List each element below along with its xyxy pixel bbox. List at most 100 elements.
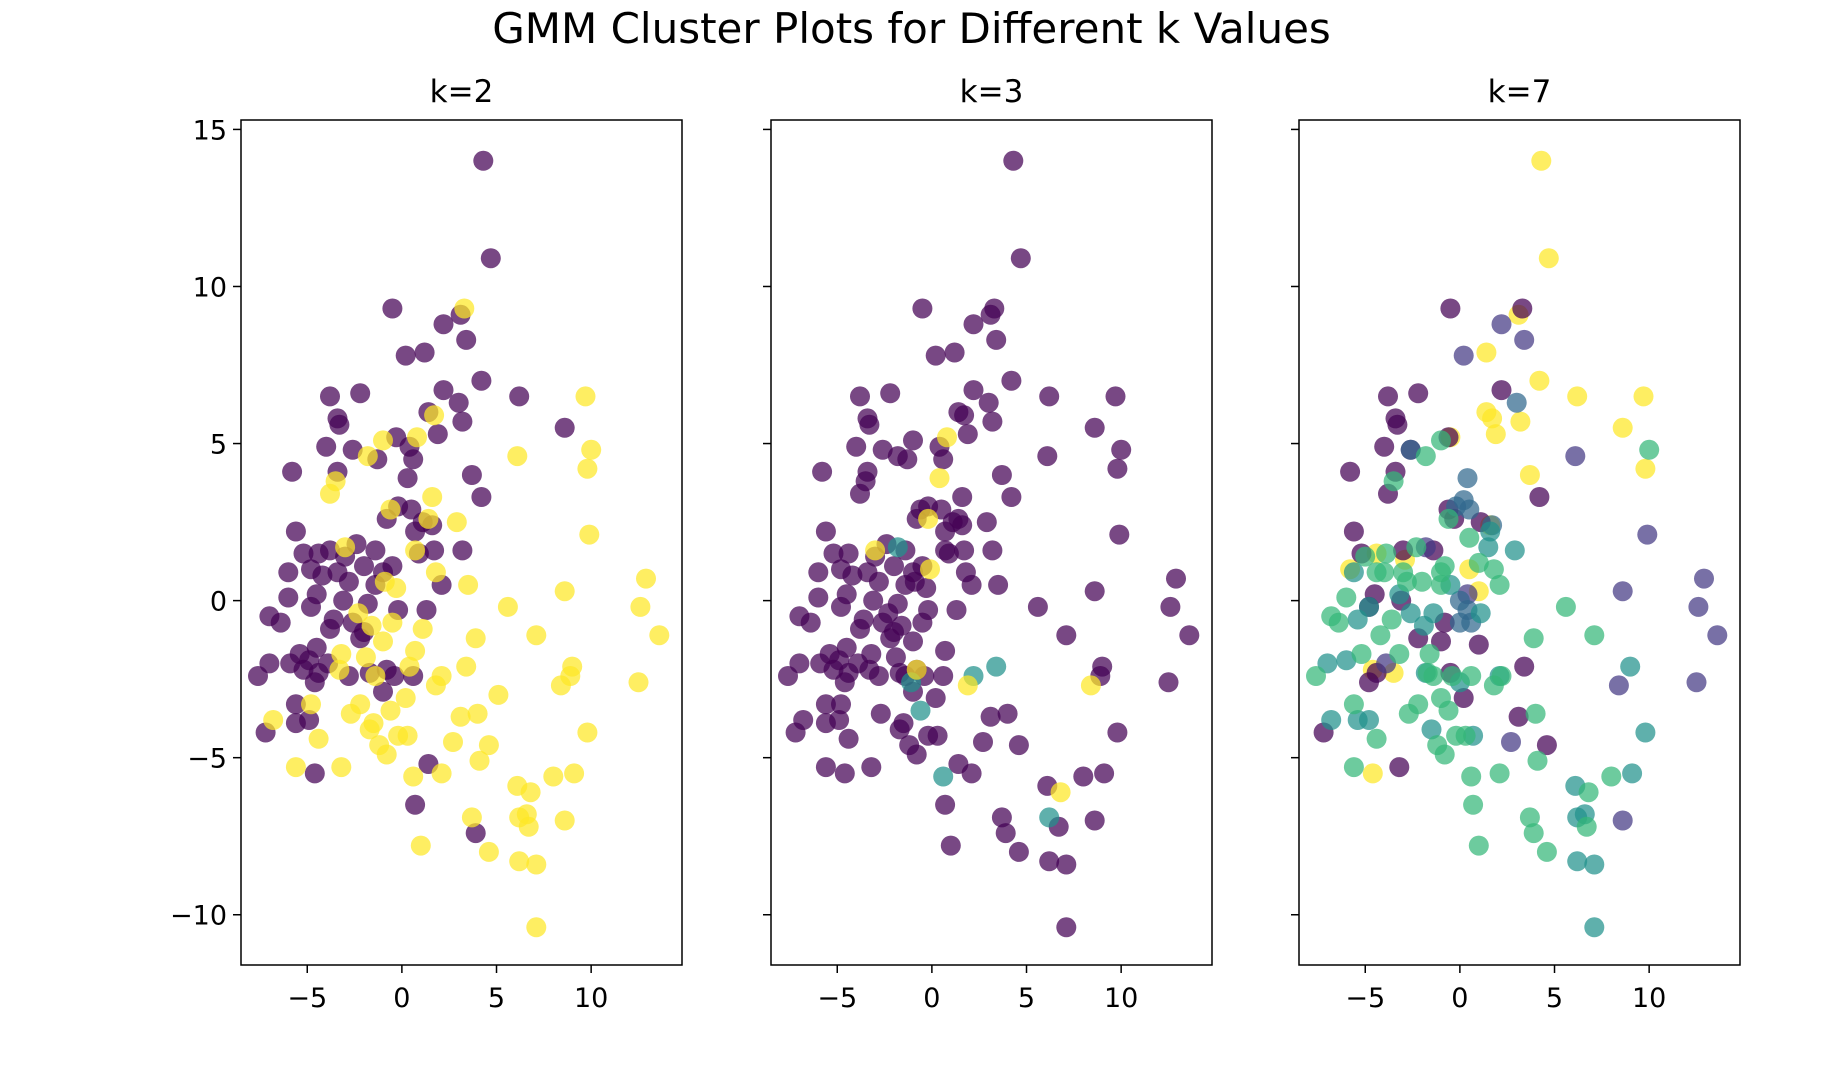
scatter-point [331, 644, 352, 664]
scatter-point [1039, 807, 1060, 828]
scatter-point [1519, 807, 1540, 828]
scatter-point [1359, 672, 1379, 693]
scatter-point [636, 568, 656, 589]
scatter-point [1366, 728, 1387, 749]
scatter-point [1400, 439, 1421, 460]
scatter-point [1408, 383, 1429, 404]
scatter-point [431, 763, 452, 784]
scatter-point [800, 612, 821, 633]
scatter-point [906, 744, 927, 765]
scatter-point [1523, 628, 1544, 649]
scatter-point [526, 917, 547, 938]
scatter-point [424, 405, 445, 426]
scatter-point [815, 521, 836, 542]
scatter-point [285, 757, 306, 778]
scatter-point [1459, 527, 1480, 548]
scatter-point [1506, 392, 1527, 413]
scatter-point [808, 587, 829, 608]
scatter-point [478, 841, 499, 862]
scatter-point [903, 631, 923, 652]
scatter-point [1008, 735, 1029, 756]
scatter-point [320, 540, 340, 561]
scatter-point [855, 471, 876, 492]
scatter-point [891, 615, 912, 636]
points-group [1306, 150, 1728, 938]
scatter-point [386, 578, 407, 598]
scatter-point [870, 703, 891, 724]
scatter-point [955, 562, 976, 583]
axes-frame [770, 119, 1213, 966]
scatter-point [1417, 662, 1438, 683]
scatter-point [414, 342, 435, 363]
scatter-point [1453, 345, 1474, 366]
scatter-point [405, 640, 426, 661]
scatter-point [1378, 386, 1398, 407]
scatter-point [925, 345, 946, 366]
scatter-point [976, 512, 997, 533]
scatter-point [961, 763, 982, 784]
scatter-point [808, 562, 829, 583]
scatter-point [471, 487, 492, 507]
scatter-point [338, 571, 359, 592]
scatter-point [954, 405, 975, 426]
scatter-point [1519, 465, 1540, 485]
scatter-point [986, 656, 1007, 677]
scatter-point [1359, 596, 1379, 617]
scatter-point [1478, 537, 1499, 558]
scatter-point [628, 672, 649, 693]
scatter-point [1512, 298, 1533, 319]
scatter-point [880, 383, 901, 404]
scatter-point [518, 816, 539, 837]
scatter-point [1073, 766, 1094, 787]
scatter-point [450, 706, 471, 727]
x-tick-label: 5 [1546, 983, 1563, 1014]
scatter-point [554, 417, 575, 438]
scatter-point [397, 468, 418, 489]
scatter-point [1531, 150, 1552, 171]
scatter-point [1468, 552, 1489, 573]
scatter-point [903, 430, 923, 451]
scatter-point [1457, 468, 1478, 489]
scatter-point [929, 468, 950, 489]
scatter-point [850, 618, 870, 639]
scatter-point [1107, 722, 1128, 743]
scatter-point [834, 763, 855, 784]
scatter-point [920, 559, 940, 580]
axes-frame [1298, 119, 1741, 966]
scatter-point [395, 345, 416, 366]
scatter-point [575, 386, 596, 407]
x-tick-label: 10 [574, 983, 608, 1014]
scatter-point [1383, 471, 1404, 492]
panel-k3: k=3 −5 0 5 10 [763, 74, 1213, 1014]
scatter-point [1476, 342, 1497, 363]
scatter-point [935, 640, 956, 661]
scatter-point [407, 427, 427, 448]
scatter-point [433, 380, 454, 401]
scatter-point [1056, 854, 1077, 875]
scatter-point [373, 631, 393, 652]
scatter-point [1635, 458, 1656, 479]
scatter-point [1351, 644, 1372, 664]
scatter-point [304, 672, 325, 693]
scatter-point [1343, 694, 1364, 715]
scatter-point [1438, 508, 1459, 529]
scatter-point [473, 150, 494, 171]
scatter-point [935, 794, 956, 815]
scatter-point [422, 487, 443, 507]
scatter-point [1421, 719, 1442, 740]
scatter-point [1453, 490, 1474, 511]
scatter-point [454, 298, 475, 319]
scatter-point [361, 615, 382, 636]
scatter-point [1483, 559, 1504, 580]
scatter-point [1343, 521, 1364, 542]
scatter-point [1536, 841, 1557, 862]
scatter-point [424, 540, 445, 561]
scatter-point [1440, 298, 1461, 319]
axes-frame [240, 119, 683, 966]
scatter-point [1622, 763, 1643, 784]
scatter-point [937, 427, 957, 448]
scatter-point [478, 735, 499, 756]
scatter-point [997, 703, 1018, 724]
scatter-point [815, 757, 836, 778]
scatter-point [395, 688, 416, 708]
